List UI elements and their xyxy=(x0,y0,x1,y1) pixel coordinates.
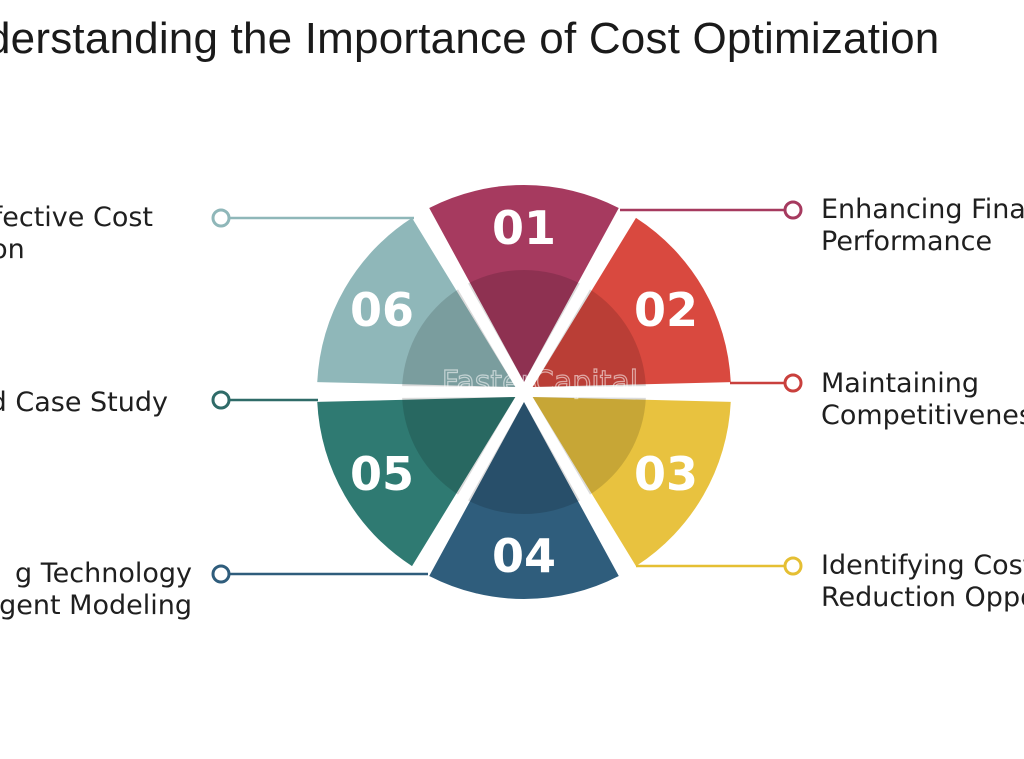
segment-02 xyxy=(532,217,731,387)
label-segment-05: d Case Study xyxy=(0,387,168,418)
segment-02-inner-shade xyxy=(532,289,646,387)
segment-04-inner-shade xyxy=(468,402,580,514)
page-title: derstanding the Importance of Cost Optim… xyxy=(0,14,940,63)
segment-number-06: 06 xyxy=(350,283,414,337)
segment-05 xyxy=(317,397,516,567)
label-segment-01: Enhancing Finan Performance xyxy=(821,194,1024,257)
connector-dot-04 xyxy=(211,564,231,584)
label-segment-04: g Technology igent Modeling xyxy=(0,558,192,621)
watermark-text: FasterCapital xyxy=(442,365,638,400)
label-segment-02: Maintaining Competitiveness xyxy=(821,368,1024,431)
segment-04 xyxy=(429,402,619,599)
segment-number-05: 05 xyxy=(350,447,414,501)
connector-dot-01 xyxy=(783,200,803,220)
segment-03 xyxy=(532,397,731,567)
segment-05-inner-shade xyxy=(402,397,516,495)
label-segment-03: Identifying Cost Reduction Oppo xyxy=(821,550,1024,613)
segment-03-inner-shade xyxy=(532,397,646,495)
connector-dot-05 xyxy=(211,390,231,410)
segment-06 xyxy=(317,217,516,387)
connector-dot-03 xyxy=(783,556,803,576)
connector-dot-02 xyxy=(783,373,803,393)
segment-number-03: 03 xyxy=(634,447,698,501)
segment-01 xyxy=(429,185,619,382)
connector-dot-06 xyxy=(211,208,231,228)
segment-01-inner-shade xyxy=(468,270,580,382)
segment-number-02: 02 xyxy=(634,283,698,337)
label-segment-06: ffective Cost ion xyxy=(0,202,153,265)
segment-number-04: 04 xyxy=(492,529,556,583)
segment-number-01: 01 xyxy=(492,201,556,255)
segment-06-inner-shade xyxy=(402,289,516,387)
